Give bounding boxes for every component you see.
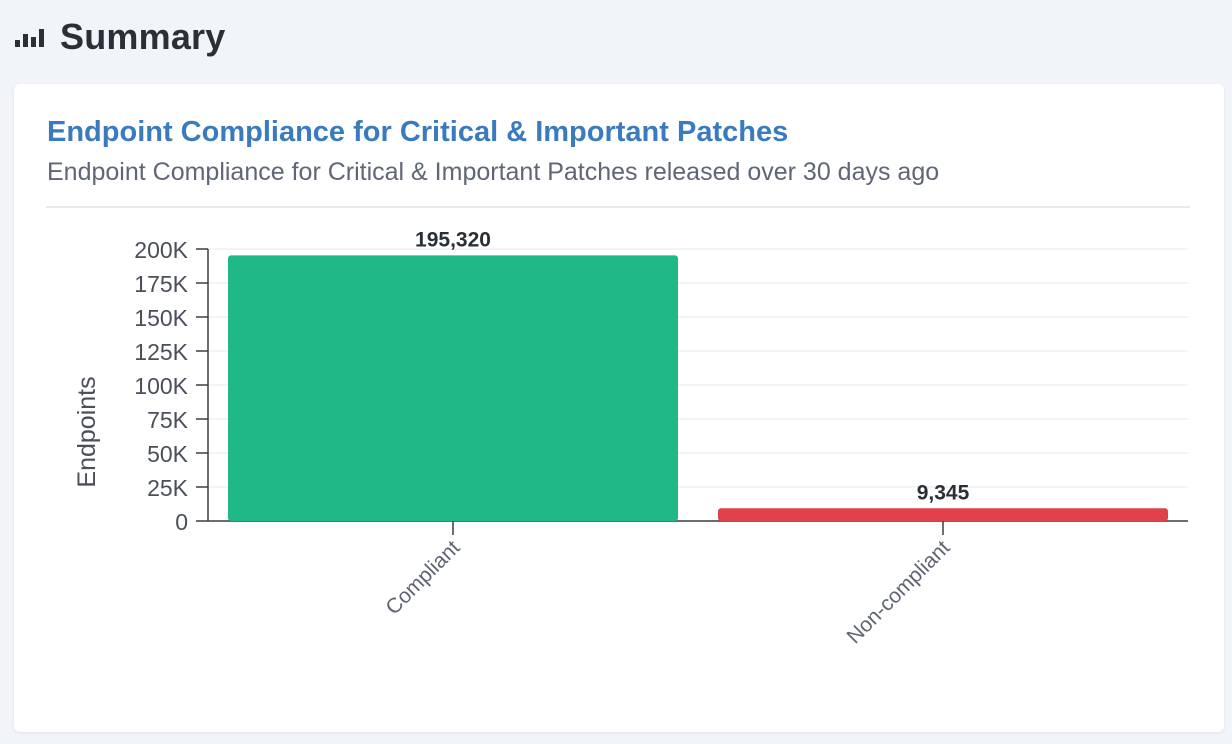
y-tick-label: 0 — [175, 509, 188, 535]
card-divider — [46, 206, 1190, 208]
y-tick-label: 75K — [147, 407, 189, 433]
y-tick-label: 175K — [134, 271, 188, 297]
y-tick-label: 100K — [134, 373, 188, 399]
compliance-bar-chart: 0 25K 50K 75K 100K 125K 150K 175K 200K 195,320 Com… — [73, 228, 1188, 648]
y-tick-label: 125K — [134, 339, 188, 365]
y-tick-label: 150K — [134, 305, 188, 331]
x-tick-label: Non-compliant — [843, 536, 955, 648]
bar-non-compliant[interactable] — [718, 508, 1168, 521]
bar-compliant[interactable] — [228, 255, 678, 521]
y-tick-label: 50K — [147, 441, 189, 467]
y-tick-label: 200K — [134, 237, 188, 263]
card-subtitle: Endpoint Compliance for Critical & Impor… — [47, 158, 940, 186]
y-axis-title: Endpoints — [73, 376, 101, 487]
bar-value-label: 195,320 — [415, 228, 491, 251]
compliance-card: Endpoint Compliance for Critical & Impor… — [14, 84, 1224, 732]
page-title: Summary — [60, 16, 226, 57]
bar-chart-icon — [15, 29, 44, 47]
bars — [228, 255, 1168, 521]
card-title[interactable]: Endpoint Compliance for Critical & Impor… — [47, 116, 789, 148]
page-header: Summary — [14, 14, 225, 60]
bar-value-label: 9,345 — [917, 481, 970, 504]
y-tick-label: 25K — [147, 475, 189, 501]
x-tick-label: Compliant — [381, 536, 464, 619]
